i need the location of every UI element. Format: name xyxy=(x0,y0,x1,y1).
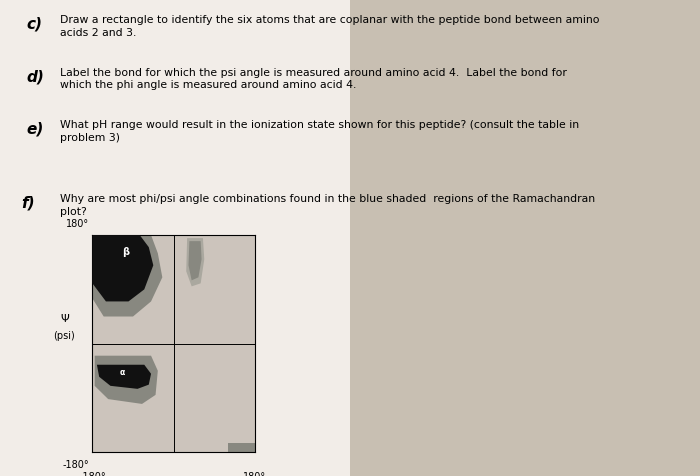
Text: -180°: -180° xyxy=(62,459,89,469)
Text: acids 2 and 3.: acids 2 and 3. xyxy=(60,28,136,38)
Text: e): e) xyxy=(27,121,44,136)
Polygon shape xyxy=(92,236,153,302)
Text: plot?: plot? xyxy=(60,206,86,216)
Text: What pH range would result in the ionization state shown for this peptide? (cons: What pH range would result in the ioniza… xyxy=(60,120,579,130)
Text: Label the bond for which the psi angle is measured around amino acid 4.  Label t: Label the bond for which the psi angle i… xyxy=(60,68,566,78)
Text: 180°: 180° xyxy=(66,218,89,228)
Text: (psi): (psi) xyxy=(53,330,76,340)
Polygon shape xyxy=(92,236,162,317)
Polygon shape xyxy=(188,242,202,281)
Text: Draw a rectangle to identify the six atoms that are coplanar with the peptide bo: Draw a rectangle to identify the six ato… xyxy=(60,15,599,25)
Text: f): f) xyxy=(21,195,34,210)
Polygon shape xyxy=(186,238,204,287)
Text: d): d) xyxy=(27,69,45,84)
Text: β: β xyxy=(122,247,129,257)
Text: problem 3): problem 3) xyxy=(60,132,120,142)
Text: c): c) xyxy=(27,17,43,31)
Text: 180°: 180° xyxy=(243,471,267,476)
Polygon shape xyxy=(94,356,158,404)
Polygon shape xyxy=(228,443,255,452)
Text: Ψ: Ψ xyxy=(60,313,69,323)
Polygon shape xyxy=(97,365,151,389)
Text: α: α xyxy=(120,367,125,376)
FancyBboxPatch shape xyxy=(0,0,350,476)
Text: which the phi angle is measured around amino acid 4.: which the phi angle is measured around a… xyxy=(60,80,356,90)
Text: -180°: -180° xyxy=(79,471,106,476)
Text: Why are most phi/psi angle combinations found in the blue shaded  regions of the: Why are most phi/psi angle combinations … xyxy=(60,194,594,204)
